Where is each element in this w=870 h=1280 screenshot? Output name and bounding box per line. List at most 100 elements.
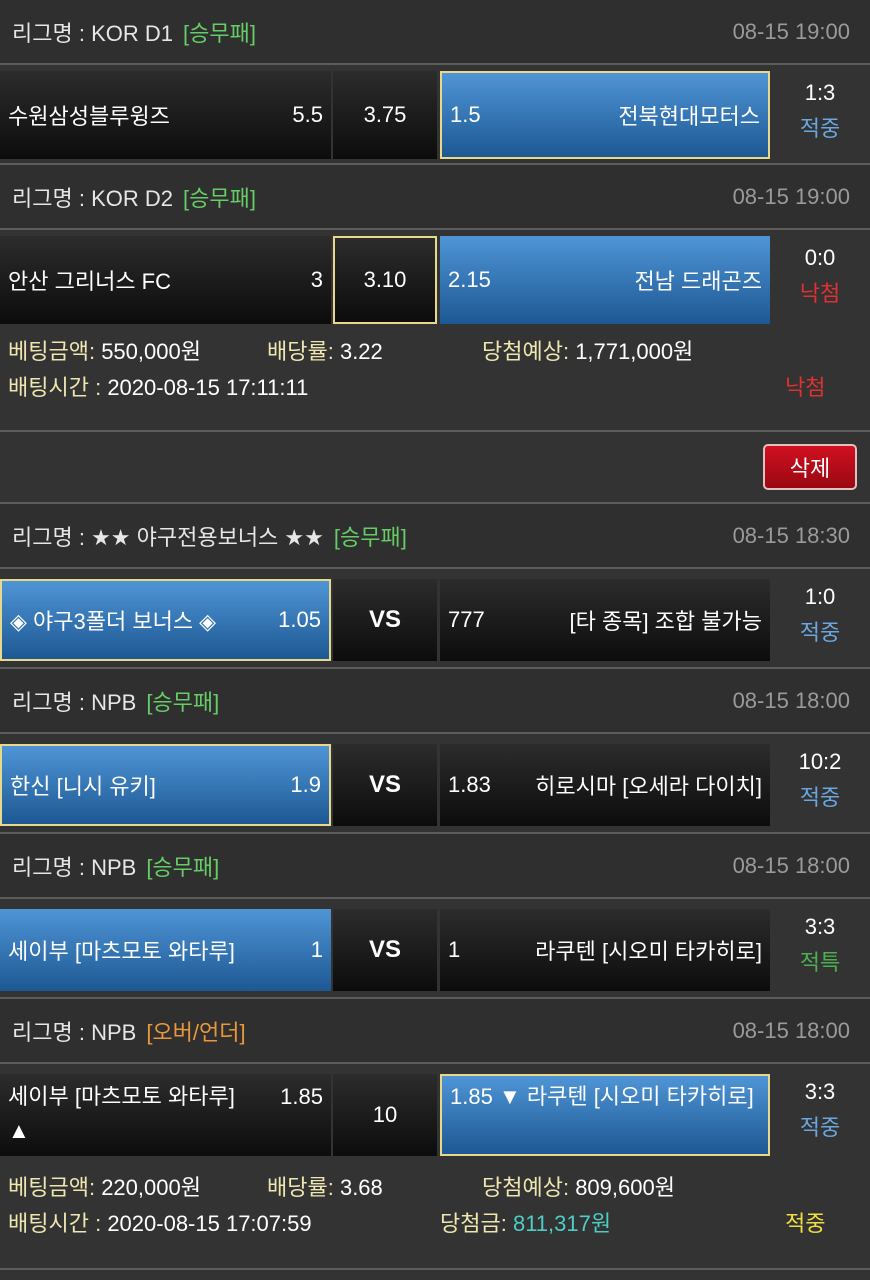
bet-amount: 550,000원 <box>101 339 201 364</box>
away-team: [타 종목] 조합 불가능 <box>569 609 762 634</box>
bet-amount-label: 베팅금액: <box>8 339 102 364</box>
game-time: 08-15 19:00 <box>732 183 850 209</box>
match-row: 세이부 [마츠모토 와타루] 1 VS 1 라쿠텐 [시오미 타카히로] 3:3 적특 <box>0 899 870 999</box>
over-under-line: 10 <box>372 1102 398 1127</box>
draw-pick[interactable]: 3.10 <box>333 236 437 324</box>
win-amount: 811,317원 <box>512 1211 612 1236</box>
away-odds: 1 <box>448 937 461 962</box>
result: 3:3 적특 <box>770 909 870 981</box>
vs-label: VS <box>368 771 401 798</box>
game-time: 08-15 18:00 <box>732 1017 850 1043</box>
total-odds: 3.22 <box>339 339 383 364</box>
draw-pick[interactable]: 3.75 <box>333 71 437 159</box>
bet-summary: 베팅금액: 550,000원 배당률: 3.22 당첨예상: 1,771,000… <box>0 322 870 432</box>
vs-cell: VS <box>333 744 437 826</box>
score: 10:2 <box>798 749 842 774</box>
bet-type: [오버/언더] <box>146 1019 246 1045</box>
result-status: 낙첨 <box>799 281 841 306</box>
home-odds: 5.5 <box>292 102 323 127</box>
league-header: 리그명 : NPB [승무패] 08-15 18:00 <box>0 834 870 899</box>
away-pick[interactable]: 1.83 히로시마 [오세라 다이치] <box>440 744 770 826</box>
score: 0:0 <box>804 245 836 270</box>
league-header: 리그명 : NPB [오버/언더] 08-15 18:00 <box>0 999 870 1064</box>
total-odds: 3.68 <box>339 1175 383 1200</box>
league-prefix: 리그명 : <box>12 689 92 715</box>
game-time: 08-15 18:30 <box>732 522 850 548</box>
league-name: KOR D2 <box>91 185 173 211</box>
bet-time: 2020-08-15 17:07:59 <box>107 1211 312 1236</box>
game-time: 08-15 18:00 <box>732 852 850 878</box>
result-status: 적중 <box>799 620 841 645</box>
league-name: NPB <box>91 854 137 880</box>
over-pick[interactable]: 세이부 [마츠모토 와타루] 1.85 ▲ <box>0 1074 331 1156</box>
home-pick[interactable]: 한신 [니시 유키] 1.9 <box>0 744 331 826</box>
score: 1:3 <box>804 80 836 105</box>
away-team: 라쿠텐 [시오미 타카히로] <box>526 1084 754 1109</box>
vs-cell: VS <box>333 909 437 991</box>
match-row: ◈ 야구3폴더 보너스 ◈ 1.05 VS 777 [타 종목] 조합 불가능 1:… <box>0 569 870 669</box>
result-status: 적중 <box>799 785 841 810</box>
expected-win: 1,771,000원 <box>575 339 694 364</box>
result-status: 적특 <box>799 950 841 975</box>
home-pick[interactable]: 안산 그리너스 FC 3 <box>0 236 331 324</box>
over-odds: 1.85 <box>280 1084 323 1109</box>
league-prefix: 리그명 : <box>12 854 92 880</box>
bet-summary: 베팅금액: 220,000원 배당률: 3.68 당첨예상: 809,600원 … <box>0 1158 870 1270</box>
line-cell: 10 <box>333 1074 437 1156</box>
league-name: NPB <box>91 689 137 715</box>
home-odds: 1.9 <box>290 772 321 797</box>
league-header: 리그명 : KOR D1 [승무패] 08-15 19:00 <box>0 0 870 65</box>
away-odds: 1.5 <box>450 102 481 127</box>
match-row: 안산 그리너스 FC 3 3.10 2.15 전남 드래곤즈 0:0 낙첨 <box>0 230 870 324</box>
away-pick[interactable]: 1 라쿠텐 [시오미 타카히로] <box>440 909 770 991</box>
home-pick[interactable]: 세이부 [마츠모토 와타루] 1 <box>0 909 331 991</box>
away-team: 전북현대모터스 <box>618 104 760 129</box>
home-odds: 1 <box>310 937 323 962</box>
home-pick[interactable]: 수원삼성블루윙즈 5.5 <box>0 71 331 159</box>
slip-status: 낙첨 <box>785 375 826 400</box>
vs-label: VS <box>368 606 401 633</box>
score: 3:3 <box>804 914 836 939</box>
bet-time-label: 배팅시간 : <box>8 375 108 400</box>
up-arrow-icon: ▲ <box>8 1118 30 1143</box>
away-team: 라쿠텐 [시오미 타카히로] <box>535 939 762 964</box>
result: 0:0 낙첨 <box>770 240 870 312</box>
away-odds: 777 <box>448 607 485 632</box>
bet-type: [승무패] <box>146 689 220 715</box>
away-odds: 2.15 <box>448 267 491 292</box>
bet-type: [승무패] <box>182 185 256 211</box>
league-header: 리그명 : KOR D2 [승무패] 08-15 19:00 <box>0 165 870 230</box>
home-pick[interactable]: ◈ 야구3폴더 보너스 ◈ 1.05 <box>0 579 331 661</box>
home-team: 한신 [니시 유키] <box>10 774 156 799</box>
vs-cell: VS <box>333 579 437 661</box>
delete-button[interactable]: 삭제 <box>763 444 857 490</box>
bet-type: [승무패] <box>333 524 407 550</box>
away-pick[interactable]: 2.15 전남 드래곤즈 <box>440 236 770 324</box>
odds-label: 배당률: <box>267 339 340 364</box>
under-pick[interactable]: 1.85 ▼ 라쿠텐 [시오미 타카히로] <box>440 1074 770 1156</box>
win-label: 당첨금: <box>440 1211 513 1236</box>
bet-time-label: 배팅시간 : <box>8 1211 108 1236</box>
bet-amount: 220,000원 <box>101 1175 201 1200</box>
expected-label: 당첨예상: <box>482 339 576 364</box>
home-team: 세이부 [마츠모토 와타루] <box>8 1084 235 1109</box>
home-odds: 1.05 <box>278 607 321 632</box>
away-pick[interactable]: 1.5 전북현대모터스 <box>440 71 770 159</box>
league-name: NPB <box>91 1019 137 1045</box>
league-name: ★★ 야구전용보너스 ★★ <box>91 524 324 550</box>
expected-label: 당첨예상: <box>482 1175 576 1200</box>
home-odds: 3 <box>310 267 323 292</box>
result: 1:3 적중 <box>770 75 870 147</box>
away-pick[interactable]: 777 [타 종목] 조합 불가능 <box>440 579 770 661</box>
result: 10:2 적중 <box>770 744 870 816</box>
league-prefix: 리그명 : <box>12 185 92 211</box>
home-team: ◈ 야구3폴더 보너스 ◈ <box>10 609 217 634</box>
down-arrow-icon: ▼ <box>498 1084 521 1109</box>
away-odds: 1.83 <box>448 772 491 797</box>
result-status: 적중 <box>799 1115 841 1140</box>
under-odds: 1.85 <box>450 1084 493 1109</box>
bet-type: [승무패] <box>146 854 220 880</box>
match-row: 수원삼성블루윙즈 5.5 3.75 1.5 전북현대모터스 1:3 적중 <box>0 65 870 165</box>
league-name: KOR D1 <box>91 20 173 46</box>
away-team: 전남 드래곤즈 <box>634 269 762 294</box>
